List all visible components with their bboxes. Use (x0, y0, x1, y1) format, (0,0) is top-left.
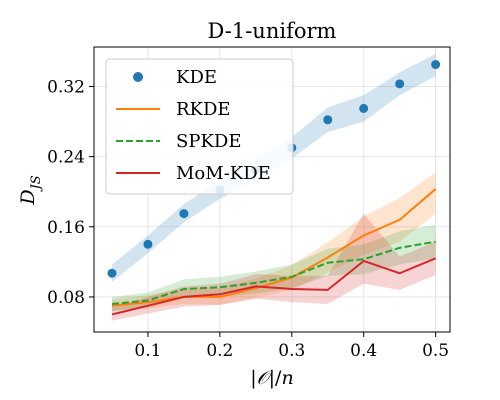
x-tick-label: 0.4 (350, 341, 377, 361)
chart-title: D-1-uniform (208, 19, 337, 43)
mom-kde-line (111, 257, 436, 316)
kde-point (359, 103, 369, 113)
legend: KDE RKDE SPKDE MoM-KDE (105, 58, 294, 195)
x-tick-label: 0.1 (134, 341, 161, 361)
x-axis-label: |𝒪|/n (250, 367, 293, 389)
legend-rkde-label: RKDE (176, 99, 231, 120)
kde-point (323, 115, 333, 125)
kde-point (179, 209, 189, 219)
x-tick-label: 0.3 (278, 341, 305, 361)
y-axis-label: DJS (17, 175, 44, 205)
y-tick-label: 0.24 (47, 148, 85, 168)
legend-mom-kde-label: MoM-KDE (176, 163, 271, 184)
rkde-line (111, 188, 437, 307)
y-tick-label: 0.08 (47, 288, 85, 308)
plot-area-frame (93, 46, 451, 333)
y-tick-label: 0.16 (47, 218, 85, 238)
axis-ticks: 0.1 0.2 0.3 0.4 0.5 0.08 0.16 0.24 0.32 (47, 77, 449, 361)
spkde-line (111, 240, 436, 305)
x-tick-label: 0.5 (422, 341, 449, 361)
kde-point (431, 60, 441, 70)
kde-point (107, 268, 117, 278)
legend-kde-marker (133, 72, 143, 82)
y-tick-label: 0.32 (47, 77, 85, 97)
legend-box (105, 58, 294, 195)
legend-spkde-label: SPKDE (176, 131, 241, 152)
kde-point (143, 239, 153, 249)
legend-kde-label: KDE (176, 67, 217, 88)
kde-point (395, 79, 405, 89)
x-tick-label: 0.2 (206, 341, 233, 361)
